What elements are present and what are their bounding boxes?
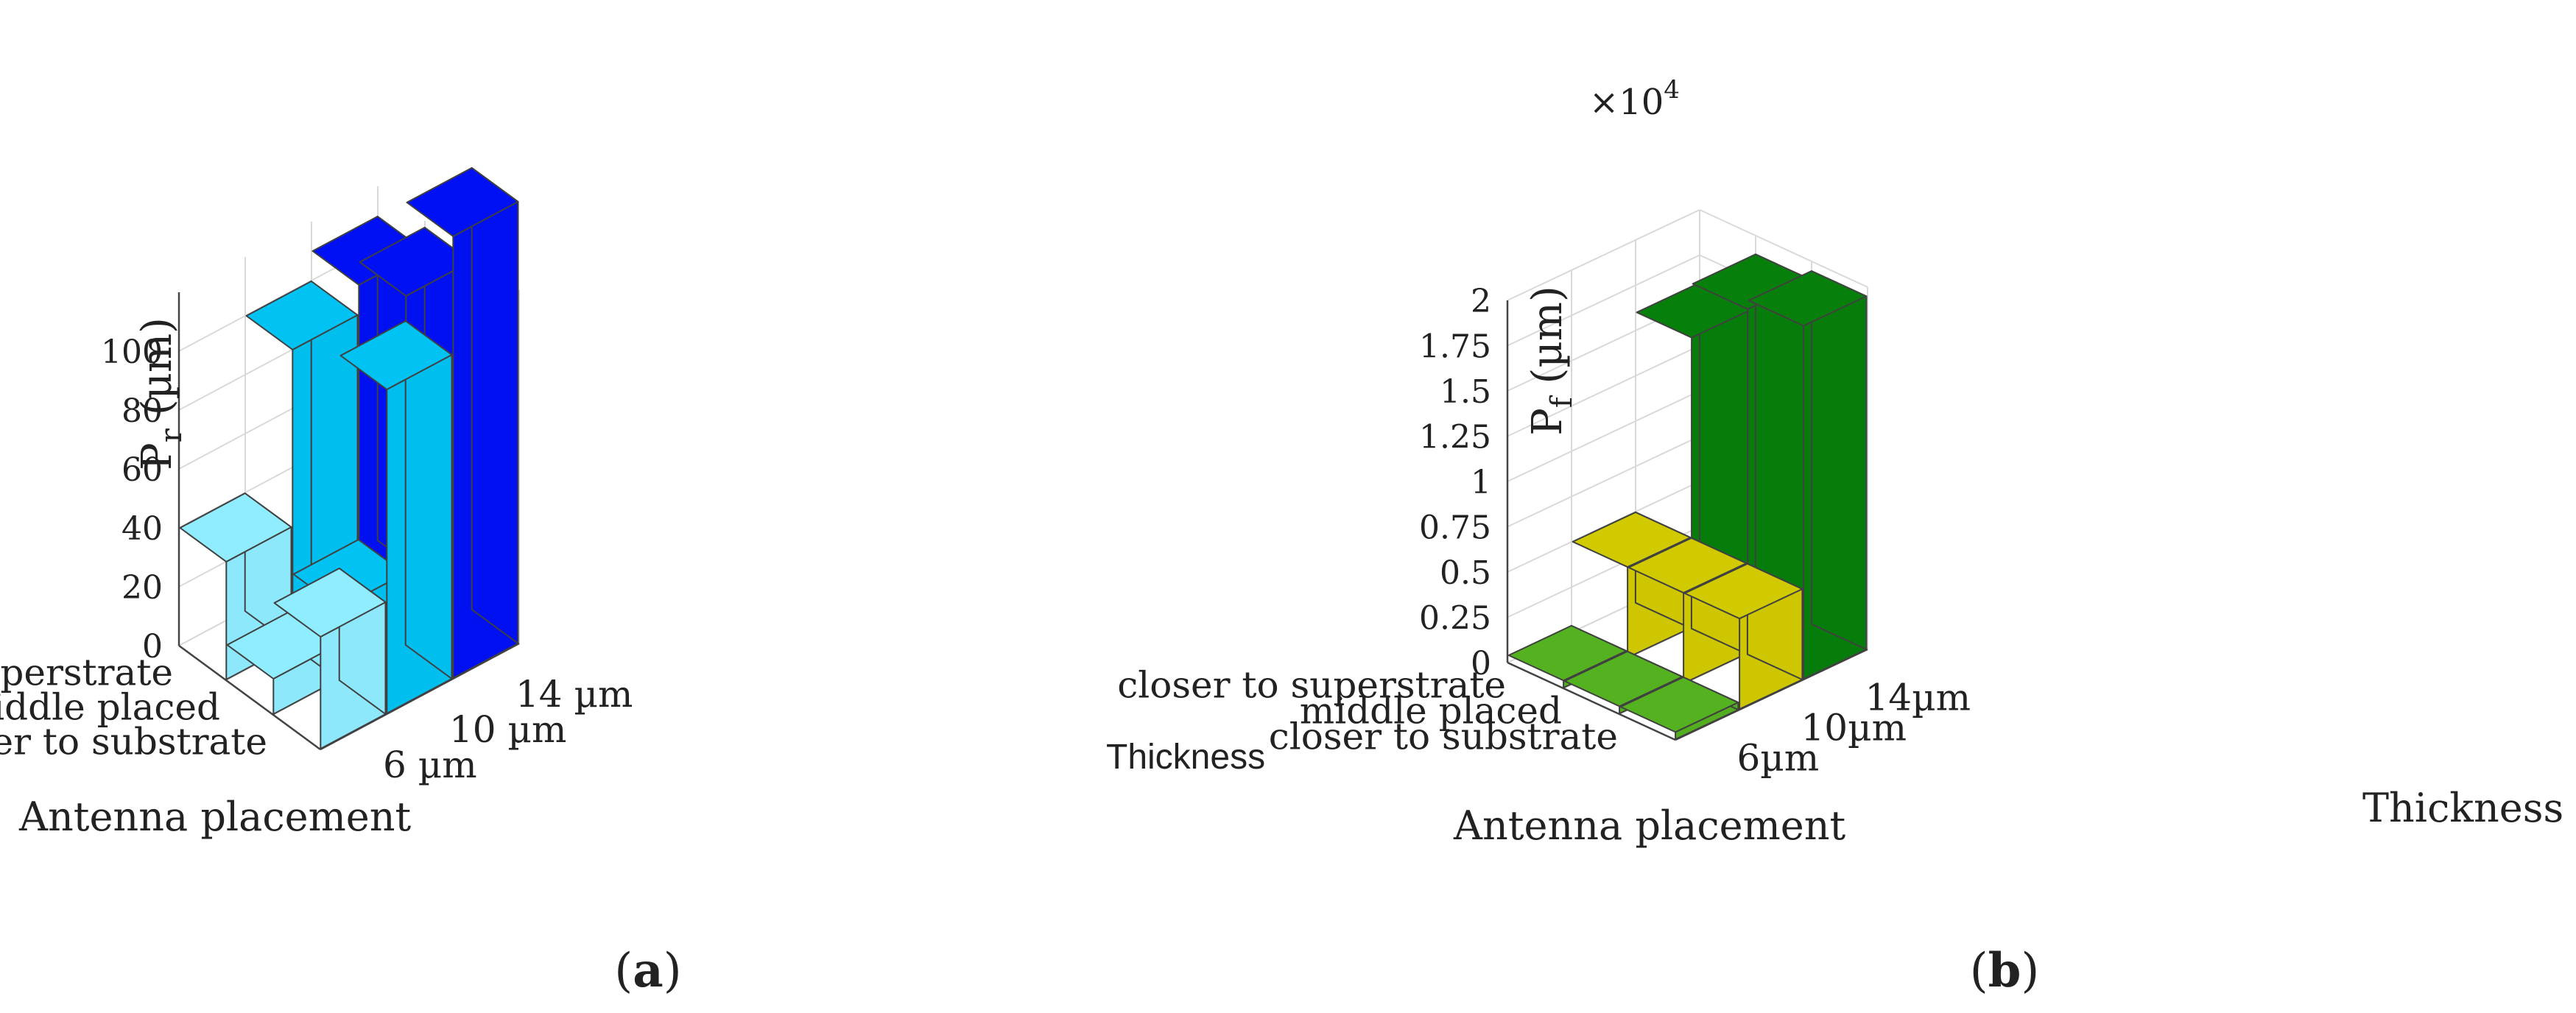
bar-top-face xyxy=(1748,270,1868,327)
panel-a-bar xyxy=(273,568,387,749)
panel-b-z-axis-label: Pf (µm) xyxy=(1524,286,1579,436)
panel-b-bar xyxy=(1683,562,1803,710)
panel-b-thickness-label: 10µm xyxy=(1801,707,1907,749)
panel-b-ztick-label: 0.75 xyxy=(1419,509,1491,547)
panel-a-z-symbol: P xyxy=(133,442,181,470)
bar-top-face xyxy=(1507,624,1627,682)
bar-top-face xyxy=(1572,511,1692,568)
panel-b-placement-label: closer to superstrate xyxy=(1117,664,1506,707)
panel-b-ztick-label: 1 xyxy=(1471,464,1491,501)
panel-b-x-axis-title: Antenna placement xyxy=(1453,802,1846,849)
panel-b-ztick-labels: 0 0.25 0.5 0.75 1 1.25 1.5 1.75 2 xyxy=(1419,283,1491,682)
panel-a-ztick-label: 80 xyxy=(122,392,163,430)
panel-a-ztick-label: 20 xyxy=(122,569,163,607)
bar-top-face xyxy=(1619,676,1739,733)
panel-b-ztick-label: 0 xyxy=(1471,645,1491,682)
panel-a-z-axis-label: Pr (µm) xyxy=(133,317,189,470)
panel-a-thickness-label: 6 µm xyxy=(383,744,477,786)
panel-a-x-axis-line xyxy=(178,644,321,751)
bar-top-face xyxy=(339,320,453,390)
bar-top-face xyxy=(359,227,472,297)
panel-b-multiplier-base: ×10 xyxy=(1589,82,1664,123)
panel-b-multiplier: ×104 xyxy=(1589,75,1680,123)
panel-b-ztick-label: 0.5 xyxy=(1440,554,1491,592)
bar-right-face xyxy=(1810,270,1868,651)
panel-a-y-axis-title: Thickness xyxy=(1106,738,1265,777)
bar-top-face xyxy=(273,568,387,638)
panel-a-ztick-label: 40 xyxy=(122,510,163,548)
panel-b-bar xyxy=(1619,676,1739,741)
panel-a-thickness-label: 10 µm xyxy=(449,708,566,751)
panel-a-ztick-labels: 0 20 40 60 80 100 xyxy=(101,333,163,666)
panel-b-multiplier-exponent: 4 xyxy=(1664,75,1680,105)
panel-b-thickness-label: 14µm xyxy=(1865,677,1971,719)
panel-b-caption: (b) xyxy=(1970,943,2040,998)
panel-b-ztick-label: 1.75 xyxy=(1419,328,1491,366)
panel-a-bars xyxy=(179,167,519,749)
panel-b-z-subscript: f xyxy=(1545,395,1579,408)
z-gridline xyxy=(1507,254,1700,347)
panel-a-placement-label: closer to superstrate xyxy=(0,652,173,694)
z-gridline xyxy=(1507,435,1700,528)
panel-b-bars xyxy=(1507,253,1868,741)
z-gridline xyxy=(1507,345,1700,437)
panel-b-placement-label: closer to substrate xyxy=(1269,716,1618,758)
bar-top-face xyxy=(179,493,292,562)
panel-b-y-axis-title: Thickness xyxy=(2362,785,2563,831)
z-gridline xyxy=(1507,390,1700,482)
panel-b-x-axis-line xyxy=(1507,661,1676,741)
panel-b-z-unit: (µm) xyxy=(1524,286,1572,397)
panel-a-thickness-label: 14 µm xyxy=(515,673,633,716)
bar-top-face xyxy=(1627,537,1748,594)
panel-b-ztick-label: 2 xyxy=(1471,283,1491,320)
panel-a-ztick-label: 0 xyxy=(142,628,163,666)
panel-a-placement-label: closer to substrate xyxy=(0,721,267,763)
panel-b-ztick-label: 0.25 xyxy=(1419,600,1491,638)
bar-top-face xyxy=(1683,562,1803,620)
panel-a-bar xyxy=(406,167,519,679)
panel-a-x-axis-title: Antenna placement xyxy=(18,794,412,840)
bar-top-face xyxy=(1563,650,1683,707)
panel-a-z-unit: (µm) xyxy=(133,317,181,428)
panel-b-ztick-label: 1.25 xyxy=(1419,419,1491,456)
panel-a-ztick-label: 60 xyxy=(122,451,163,489)
panel-b-ztick-label: 1.5 xyxy=(1440,373,1491,411)
panel-a-z-subscript: r xyxy=(155,428,189,442)
panel-b-chart: 0 0.25 0.5 0.75 1 1.25 1.5 1.75 2 closer to subs… xyxy=(1117,75,2563,998)
z-gridline xyxy=(1507,209,1700,301)
panel-b-placement-label: middle placed xyxy=(1300,690,1562,733)
panel-b-thickness-label: 6µm xyxy=(1737,737,1820,780)
panel-b-bar xyxy=(1748,270,1868,680)
z-gridline xyxy=(1699,209,1868,288)
panel-a-bar xyxy=(339,320,453,714)
panel-a-ztick-label: 100 xyxy=(101,333,163,371)
bar-top-face xyxy=(245,280,359,350)
bar-top-face xyxy=(406,167,519,237)
panel-b-z-symbol: P xyxy=(1524,408,1572,436)
panel-a-caption: (a) xyxy=(614,943,681,998)
panel-a-placement-label: middle placed xyxy=(0,686,220,729)
bar-right-face xyxy=(471,167,519,644)
